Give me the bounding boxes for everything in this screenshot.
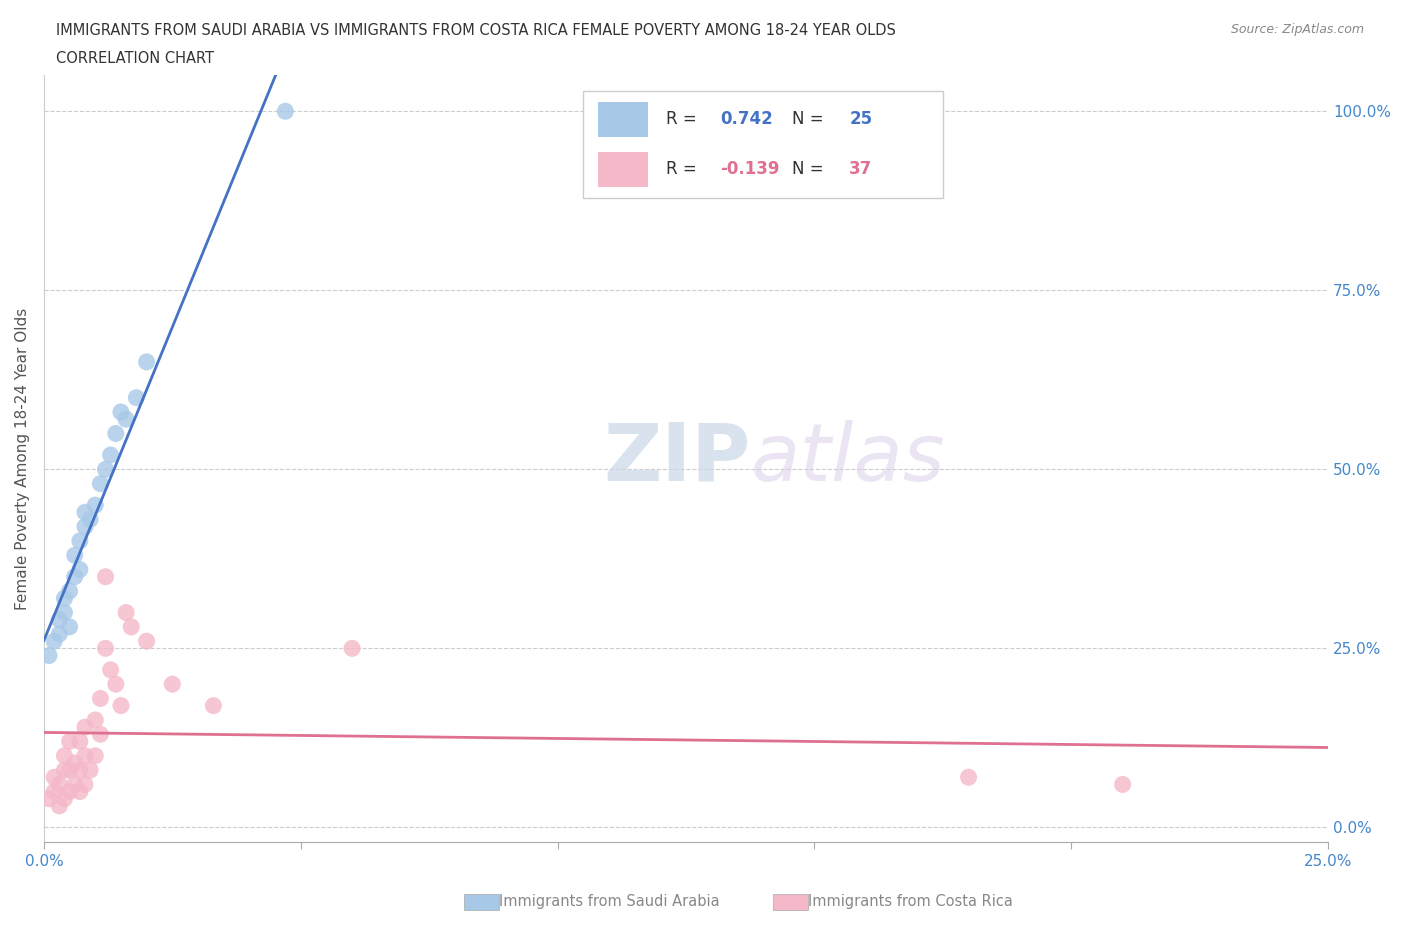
Point bbox=[58, 584, 80, 599]
Point bbox=[104, 677, 127, 692]
Point bbox=[73, 777, 96, 791]
Point bbox=[274, 104, 297, 119]
Point bbox=[38, 648, 60, 663]
Point bbox=[125, 391, 148, 405]
Point bbox=[69, 534, 91, 549]
Point bbox=[110, 405, 132, 419]
Point bbox=[73, 519, 96, 534]
Point bbox=[53, 763, 76, 777]
Point bbox=[94, 569, 117, 584]
Point bbox=[84, 498, 107, 512]
Point bbox=[135, 354, 157, 369]
Point bbox=[44, 633, 66, 648]
Text: Immigrants from Costa Rica: Immigrants from Costa Rica bbox=[808, 894, 1014, 909]
Point bbox=[63, 777, 86, 791]
Point bbox=[69, 734, 91, 749]
Text: Source: ZipAtlas.com: Source: ZipAtlas.com bbox=[1230, 23, 1364, 36]
Point bbox=[84, 712, 107, 727]
Point bbox=[38, 791, 60, 806]
Point bbox=[73, 720, 96, 735]
Point bbox=[58, 763, 80, 777]
Point bbox=[100, 447, 122, 462]
Point bbox=[53, 791, 76, 806]
Text: atlas: atlas bbox=[751, 419, 945, 498]
Point bbox=[89, 727, 111, 742]
Point bbox=[53, 749, 76, 764]
Text: ZIP: ZIP bbox=[603, 419, 751, 498]
Point bbox=[135, 633, 157, 648]
Point bbox=[115, 412, 138, 427]
Point bbox=[73, 749, 96, 764]
Point bbox=[79, 512, 101, 527]
Point bbox=[110, 698, 132, 713]
Point bbox=[48, 777, 70, 791]
Point bbox=[89, 476, 111, 491]
Text: Immigrants from Saudi Arabia: Immigrants from Saudi Arabia bbox=[499, 894, 720, 909]
Point bbox=[69, 784, 91, 799]
Point bbox=[340, 641, 363, 656]
Point bbox=[202, 698, 225, 713]
Point bbox=[162, 677, 184, 692]
Point bbox=[94, 641, 117, 656]
Point bbox=[58, 619, 80, 634]
Point bbox=[1111, 777, 1133, 791]
Point bbox=[69, 763, 91, 777]
Point bbox=[63, 548, 86, 563]
Point bbox=[44, 770, 66, 785]
Point bbox=[63, 755, 86, 770]
Point bbox=[957, 770, 980, 785]
Point bbox=[84, 749, 107, 764]
Point bbox=[53, 605, 76, 620]
Text: CORRELATION CHART: CORRELATION CHART bbox=[56, 51, 214, 66]
Point bbox=[94, 462, 117, 477]
Y-axis label: Female Poverty Among 18-24 Year Olds: Female Poverty Among 18-24 Year Olds bbox=[15, 308, 30, 610]
Point bbox=[89, 691, 111, 706]
Point bbox=[44, 784, 66, 799]
Point bbox=[104, 426, 127, 441]
Point bbox=[73, 505, 96, 520]
Point bbox=[48, 627, 70, 642]
Point bbox=[79, 763, 101, 777]
Point bbox=[48, 799, 70, 814]
Point bbox=[48, 612, 70, 627]
Point bbox=[58, 784, 80, 799]
Text: IMMIGRANTS FROM SAUDI ARABIA VS IMMIGRANTS FROM COSTA RICA FEMALE POVERTY AMONG : IMMIGRANTS FROM SAUDI ARABIA VS IMMIGRAN… bbox=[56, 23, 896, 38]
Point bbox=[63, 569, 86, 584]
Point bbox=[58, 734, 80, 749]
Point bbox=[53, 591, 76, 605]
Point bbox=[69, 562, 91, 577]
Point bbox=[100, 662, 122, 677]
Point bbox=[120, 619, 142, 634]
Point bbox=[115, 605, 138, 620]
